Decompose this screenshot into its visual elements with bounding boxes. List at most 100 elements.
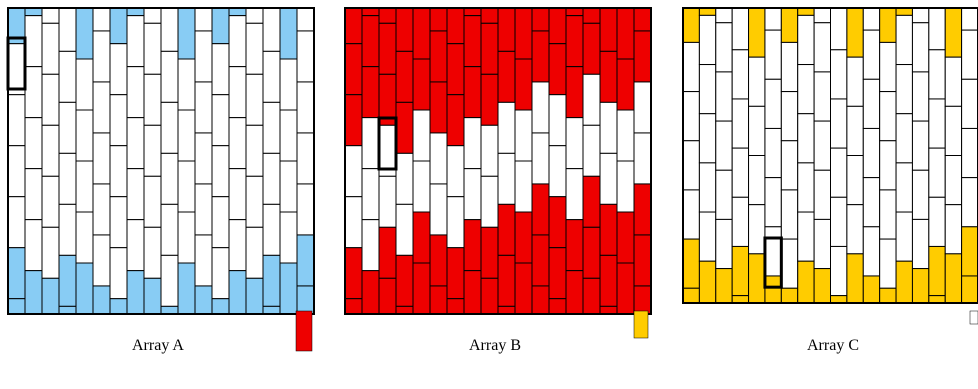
grid-cell bbox=[412, 109, 431, 162]
grid-cell bbox=[895, 113, 913, 164]
grid-cell bbox=[92, 30, 111, 83]
grid-cell bbox=[75, 109, 94, 162]
grid-cell bbox=[780, 7, 799, 43]
grid-cell bbox=[211, 298, 230, 315]
grid-cell bbox=[616, 7, 635, 60]
grid-cell bbox=[797, 14, 815, 66]
grid-cell bbox=[682, 238, 700, 289]
grid-cell bbox=[682, 287, 700, 304]
grid-cell bbox=[245, 277, 264, 315]
grid-cell bbox=[344, 298, 363, 315]
grid-cell bbox=[961, 7, 978, 31]
grid-cell bbox=[582, 22, 601, 75]
grid-cell bbox=[75, 262, 94, 315]
grid-cell bbox=[633, 30, 652, 83]
grid-cell bbox=[862, 127, 881, 179]
grid-cell bbox=[531, 81, 550, 134]
grid-cell bbox=[764, 78, 782, 129]
grid-cell bbox=[497, 101, 516, 154]
grid-cell bbox=[143, 73, 162, 126]
grid-cell bbox=[395, 7, 414, 52]
grid-cell bbox=[126, 270, 145, 315]
grid-cell bbox=[582, 7, 601, 24]
grid-cell bbox=[879, 91, 897, 142]
grid-cell bbox=[565, 168, 584, 221]
grid-cell bbox=[813, 268, 831, 304]
grid-cell bbox=[514, 7, 533, 60]
grid-cell bbox=[698, 64, 717, 115]
grid-cell bbox=[565, 15, 584, 68]
grid-cell bbox=[429, 30, 448, 83]
grid-cell bbox=[262, 254, 281, 307]
grid-cell bbox=[616, 160, 635, 213]
grid-cell bbox=[531, 132, 550, 185]
grid-cell bbox=[109, 145, 128, 198]
grid-cell bbox=[944, 7, 963, 58]
grid-cell bbox=[548, 145, 567, 198]
grid-cell bbox=[698, 162, 717, 213]
grid-cell bbox=[846, 56, 864, 107]
grid-cell bbox=[245, 22, 264, 75]
grid-cell bbox=[698, 113, 717, 164]
grid-cell bbox=[41, 22, 60, 75]
grid-cell bbox=[429, 81, 448, 134]
grid-cell bbox=[344, 196, 363, 249]
grid-cell bbox=[497, 254, 516, 307]
grid-cell bbox=[599, 101, 618, 154]
grid-cell bbox=[715, 71, 733, 122]
grid-cell bbox=[92, 132, 111, 185]
grid-cell bbox=[395, 50, 414, 103]
grid-cell bbox=[780, 287, 799, 304]
grid-cell bbox=[446, 94, 465, 147]
grid-cell bbox=[599, 7, 618, 52]
grid-cell bbox=[895, 211, 913, 262]
grid-cell bbox=[780, 140, 799, 191]
grid-cell bbox=[41, 124, 60, 177]
grid-cell bbox=[245, 73, 264, 126]
grid-cell bbox=[682, 140, 700, 191]
grid-cell bbox=[764, 177, 782, 228]
grid-cell bbox=[548, 247, 567, 300]
grid-cell bbox=[764, 226, 782, 277]
grid-cell bbox=[75, 7, 94, 60]
grid-cell bbox=[944, 253, 963, 304]
grid-cell bbox=[194, 183, 213, 236]
grid-cell bbox=[715, 7, 733, 24]
grid-cell bbox=[7, 43, 26, 96]
grid-cell bbox=[928, 245, 946, 297]
grid-cell bbox=[830, 147, 848, 198]
grid-cell bbox=[378, 277, 397, 315]
grid-cell bbox=[24, 7, 43, 17]
grid-cell bbox=[429, 234, 448, 287]
grid-cell bbox=[582, 175, 601, 228]
grid-cell bbox=[446, 7, 465, 45]
extra-cell bbox=[633, 310, 649, 339]
grid-cell bbox=[296, 30, 315, 83]
grid-cell bbox=[160, 203, 179, 256]
grid-cell bbox=[862, 7, 881, 31]
grid-cell bbox=[24, 117, 43, 170]
grid-cell bbox=[143, 175, 162, 228]
grid-cell bbox=[748, 56, 766, 107]
grid-cell bbox=[262, 50, 281, 103]
grid-cell bbox=[296, 285, 315, 315]
grid-cell bbox=[480, 277, 499, 315]
extra-cell bbox=[969, 310, 978, 325]
grid-cell bbox=[361, 7, 380, 17]
grid-cell bbox=[160, 101, 179, 154]
grid-cell bbox=[228, 66, 247, 119]
grid-cell bbox=[7, 196, 26, 249]
grid-cell bbox=[797, 162, 815, 213]
grid-cell bbox=[764, 275, 782, 304]
grid-cell bbox=[862, 226, 881, 277]
grid-cell bbox=[126, 66, 145, 119]
grid-cell bbox=[731, 49, 750, 100]
grid-cell bbox=[599, 254, 618, 307]
grid-cell bbox=[92, 7, 111, 32]
grid-cell bbox=[177, 211, 196, 264]
grid-cell bbox=[228, 117, 247, 170]
grid-cell bbox=[879, 7, 897, 43]
grid-cell bbox=[879, 140, 897, 191]
grid-cell bbox=[879, 189, 897, 240]
grid-cell bbox=[262, 7, 281, 52]
